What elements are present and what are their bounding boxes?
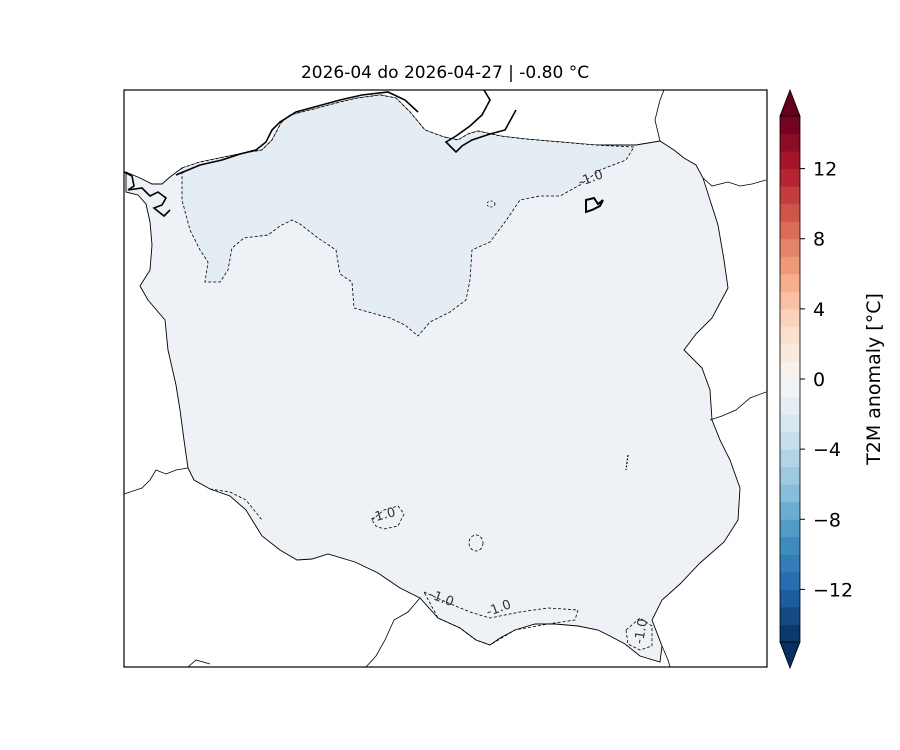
- colorbar-segment: [780, 343, 800, 362]
- colorbar-tick-label: −8: [813, 509, 841, 531]
- river-east: [625, 454, 629, 471]
- coastline: [124, 90, 517, 218]
- colorbar-segment: [780, 256, 800, 275]
- border-slovakia-ukraine: [661, 645, 671, 667]
- colorbar-segment: [780, 554, 800, 573]
- border-belarus-ukraine: [709, 391, 767, 421]
- coastline-main: [175, 91, 419, 176]
- colorbar-segment: [780, 221, 800, 240]
- border-germany-czechia: [124, 467, 189, 495]
- colorbar-segment: [780, 484, 800, 503]
- colorbar-segment: [780, 501, 800, 520]
- colorbar-segment: [780, 379, 800, 398]
- colorbar-segment: [780, 151, 800, 170]
- colorbar-segment: [780, 414, 800, 433]
- colorbar-segment: [780, 361, 800, 380]
- neighbor-borders: [124, 90, 767, 667]
- border-lithuania-belarus: [702, 177, 767, 187]
- contour-loop-south-center: [468, 534, 484, 552]
- colorbar-segment: [780, 431, 800, 450]
- colorbar-tick-label: 0: [813, 369, 825, 391]
- colorbar-tick-label: 8: [813, 229, 825, 251]
- colorbar-segment: [780, 168, 800, 187]
- colorbar-label: T2M anomaly [°C]: [863, 293, 885, 466]
- colorbar-segment: [780, 116, 800, 135]
- colorbar-segment: [780, 466, 800, 485]
- map-title: 2026-04 do 2026-04-27 | -0.80 °C: [301, 63, 589, 83]
- map-frame: [123, 89, 768, 668]
- colorbar-segment: [780, 536, 800, 555]
- colorbar-segment: [780, 203, 800, 222]
- colorbar-segment: [780, 624, 800, 643]
- colorbar-segment: [780, 449, 800, 468]
- border-misc-south-west: [187, 659, 211, 667]
- border-kaliningrad-lithuania: [654, 90, 665, 142]
- coastline-lagoon-west: [124, 171, 171, 218]
- lake-north-east: [585, 196, 604, 214]
- colorbar-segment: [780, 606, 800, 625]
- map-panel: [124, 90, 767, 667]
- colorbar-segment: [780, 519, 800, 538]
- coastline-gulf: [444, 90, 517, 154]
- contour-label-south-east: -1.0: [632, 618, 651, 646]
- contour-loop-south: [423, 591, 579, 646]
- colorbar-segment: [780, 396, 800, 415]
- colorbar-segment: [780, 273, 800, 292]
- colorbar: −12 −8 −4 0 4 8 12: [779, 88, 853, 670]
- colorbar-segment: [780, 238, 800, 257]
- colorbar-segment: [780, 571, 800, 590]
- colorbar-segment: [780, 133, 800, 152]
- colorbar-tick-label: −12: [813, 579, 853, 601]
- colorbar-extend-max: [779, 88, 801, 117]
- border-czechia-slovakia: [365, 597, 421, 667]
- contour-loop-small-north: [486, 200, 496, 208]
- colorbar-segment: [780, 308, 800, 327]
- contour-loop-south-east: [625, 617, 653, 651]
- colorbar-segment: [780, 326, 800, 345]
- colorbar-extend-min: [779, 641, 801, 670]
- colorbar-tick-label: 4: [813, 299, 825, 321]
- below-threshold-zone-north: [181, 94, 635, 337]
- colorbar-tick-label: 12: [813, 159, 837, 181]
- contour-segment-border-south-west: [209, 488, 263, 521]
- colorbar-segment: [780, 186, 800, 205]
- contour-label-south-west: -1.0: [369, 505, 397, 526]
- contour-loop-south-west: [371, 505, 405, 530]
- colorbar-tick-label: −4: [813, 439, 841, 461]
- colorbar-segment: [780, 589, 800, 608]
- colorbar-segment: [780, 291, 800, 310]
